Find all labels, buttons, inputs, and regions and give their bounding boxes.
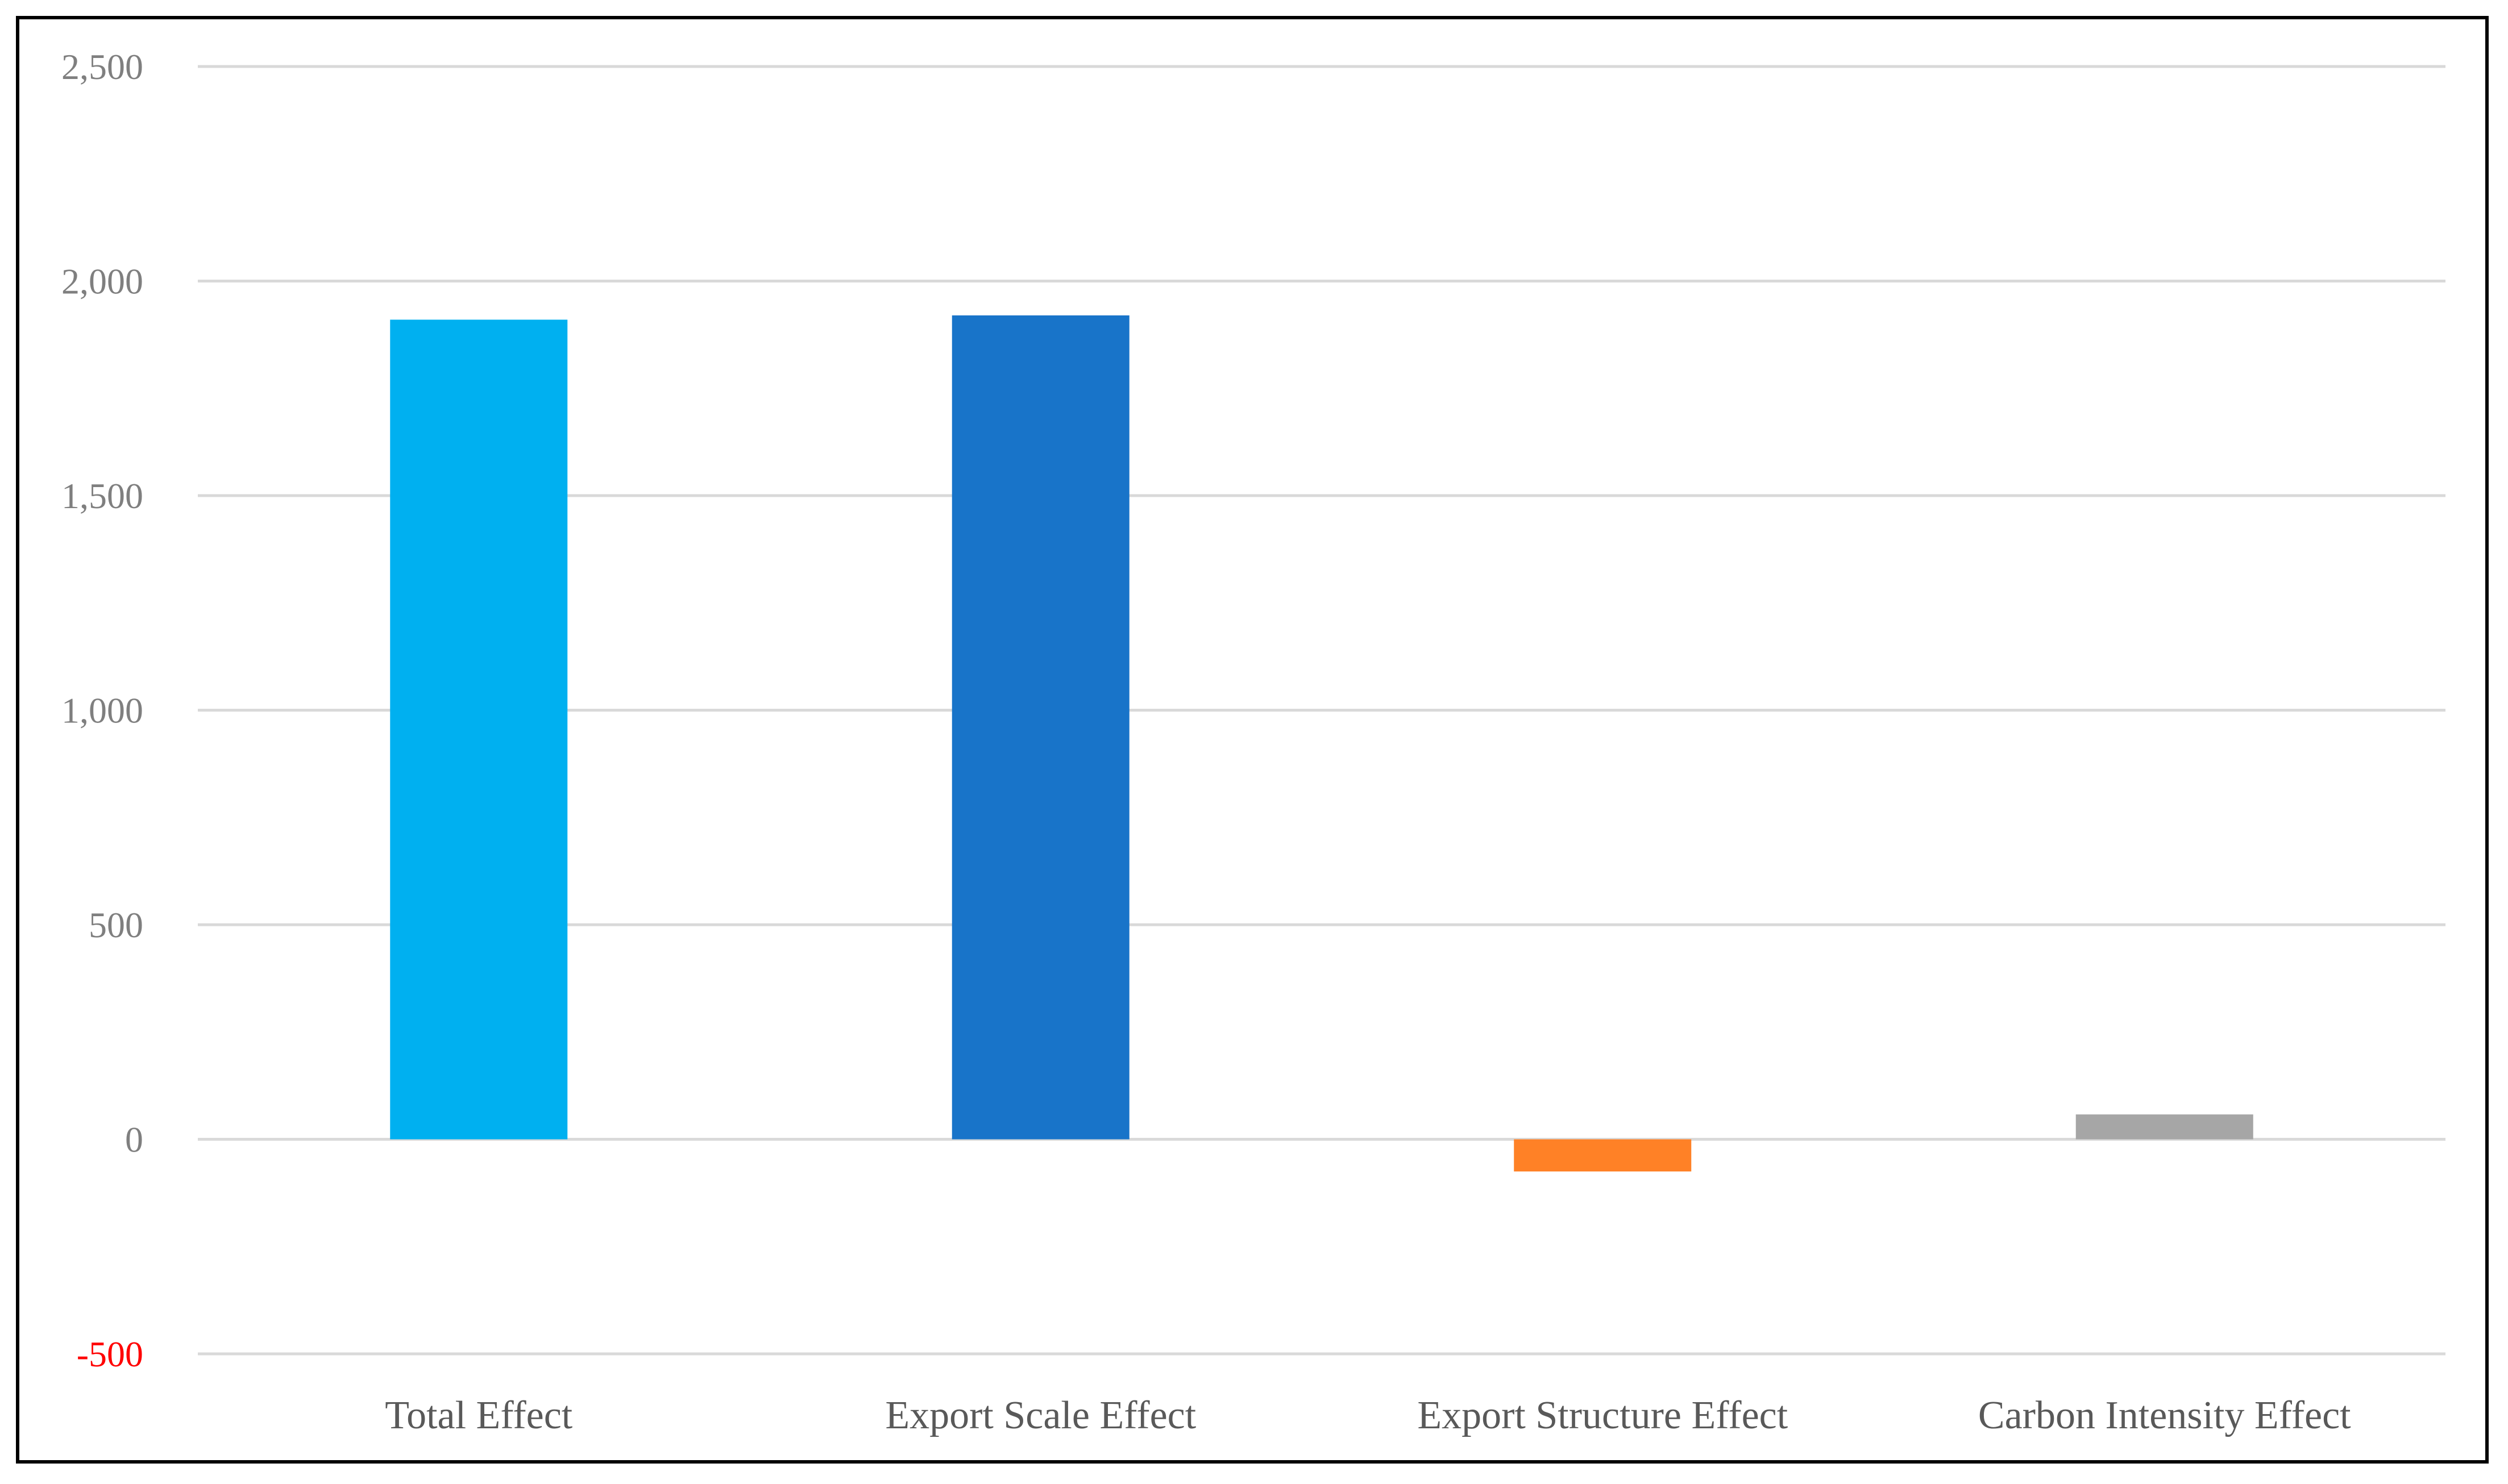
x-category-label: Export Scale Effect [885,1394,1196,1437]
bar-export-structure-effect [1514,1139,1692,1172]
x-category-label: Carbon Intensity Effect [1978,1394,2351,1437]
y-tick-label: 1,000 [61,691,143,731]
x-axis-category-labels: Total Effect Export Scale Effect Export St… [385,1394,2351,1437]
y-tick-label: 2,500 [61,47,143,87]
y-tick-label: 500 [89,905,143,945]
x-category-label: Export Structure Effect [1417,1394,1788,1437]
bar-carbon-intensity-effect [2075,1114,2253,1140]
gridlines [198,65,2445,1356]
y-tick-label: 0 [125,1120,143,1160]
x-category-label: Total Effect [385,1394,573,1437]
y-tick-label: -500 [77,1334,143,1374]
y-tick-label: 1,500 [61,476,143,516]
bar-export-scale-effect [952,315,1130,1140]
y-axis-tick-labels: 2,500 2,000 1,500 1,000 500 0 -500 [61,47,143,1374]
bar-total-effect [390,319,568,1140]
bars [390,315,2253,1172]
y-tick-label: 2,000 [61,261,143,302]
